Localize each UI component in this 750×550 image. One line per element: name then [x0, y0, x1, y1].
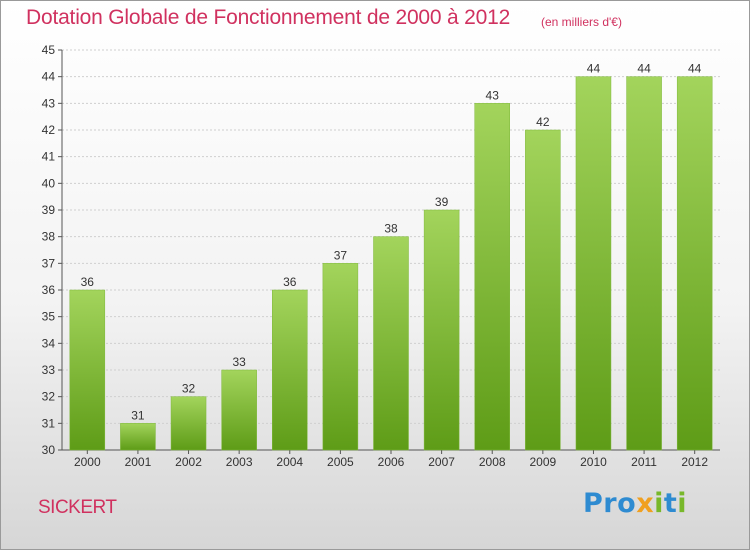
y-tick-labels: 30 31 32 33 34 35 36 37 38 39 40 41 42 43 44 45 — [42, 43, 56, 457]
data-label: 36 — [81, 275, 95, 289]
x-tick-label: 2007 — [428, 455, 455, 469]
x-tick-label: 2011 — [631, 455, 657, 469]
x-tick-label: 2009 — [529, 455, 556, 469]
x-tick-label: 2012 — [681, 455, 708, 469]
data-label: 38 — [384, 222, 398, 236]
data-label: 33 — [232, 355, 246, 369]
y-tick-label: 34 — [42, 336, 56, 350]
data-label: 44 — [688, 62, 702, 76]
bar-2007 — [423, 209, 460, 451]
y-tick-label: 35 — [42, 310, 56, 324]
y-tick-label: 42 — [42, 123, 56, 137]
logo-letter: o — [617, 488, 637, 519]
x-tick-label: 2006 — [378, 455, 405, 469]
y-tick-label: 45 — [42, 43, 56, 57]
data-label: 44 — [587, 62, 601, 76]
y-tick-label: 41 — [42, 150, 56, 164]
bar-2008 — [474, 103, 510, 451]
data-label: 42 — [536, 115, 550, 129]
data-label: 32 — [182, 382, 196, 396]
logo-letter: t — [663, 488, 678, 519]
data-label: 44 — [637, 62, 651, 76]
x-tick-label: 2003 — [226, 455, 253, 469]
y-tick-label: 36 — [42, 283, 56, 297]
x-tick-label: 2004 — [276, 455, 303, 469]
x-tick-label: 2010 — [580, 455, 607, 469]
bar-2011 — [626, 76, 662, 451]
y-tick-label: 31 — [42, 416, 56, 430]
bar-2004 — [272, 289, 308, 451]
y-tick-label: 44 — [42, 70, 56, 84]
data-label: 36 — [283, 275, 297, 289]
x-tick-label: 2002 — [175, 455, 202, 469]
bar-2002 — [170, 396, 207, 451]
y-tick-label: 38 — [42, 230, 56, 244]
y-tick-label: 33 — [42, 363, 56, 377]
y-tick-label: 32 — [42, 390, 56, 404]
bar-2000 — [69, 289, 106, 451]
x-tick-label: 2000 — [74, 455, 101, 469]
data-label: 43 — [486, 88, 500, 102]
y-tick-label: 43 — [42, 96, 56, 110]
y-tick-label: 40 — [42, 176, 56, 190]
x-tick-labels: 2000 2001 2002 2003 2004 2005 2006 2007 2008 2009… — [74, 455, 708, 469]
bar-2001 — [120, 423, 156, 451]
logo-letter: i — [654, 488, 664, 519]
x-tick-label: 2005 — [327, 455, 354, 469]
y-tick-label: 30 — [42, 443, 56, 457]
chart-subtitle: (en milliers d'€) — [541, 15, 622, 29]
bar-2005 — [322, 263, 359, 451]
bar-2003 — [221, 369, 257, 451]
data-label: 39 — [435, 195, 449, 209]
chart-title: Dotation Globale de Fonctionnement de 20… — [26, 6, 511, 29]
data-label: 31 — [131, 408, 145, 422]
bars — [69, 76, 713, 451]
proxiti-logo[interactable]: Proxiti — [583, 488, 687, 519]
bar-2009 — [525, 129, 561, 451]
x-tick-label: 2008 — [479, 455, 506, 469]
bar-2010 — [575, 76, 612, 451]
data-labels: 36 31 32 33 36 37 38 39 43 42 44 44 44 — [81, 62, 702, 423]
commune-name: SICKERT — [38, 497, 117, 518]
x-tick-label: 2001 — [125, 455, 152, 469]
data-label: 37 — [334, 248, 348, 262]
bar-2006 — [373, 236, 409, 451]
y-tick-label: 39 — [42, 203, 56, 217]
logo-letter: x — [636, 488, 655, 519]
logo-letter: r — [603, 488, 618, 519]
bar-2012 — [676, 76, 713, 451]
logo-letter: i — [677, 488, 688, 519]
logo-letter: P — [583, 488, 604, 519]
y-tick-label: 37 — [42, 256, 56, 270]
